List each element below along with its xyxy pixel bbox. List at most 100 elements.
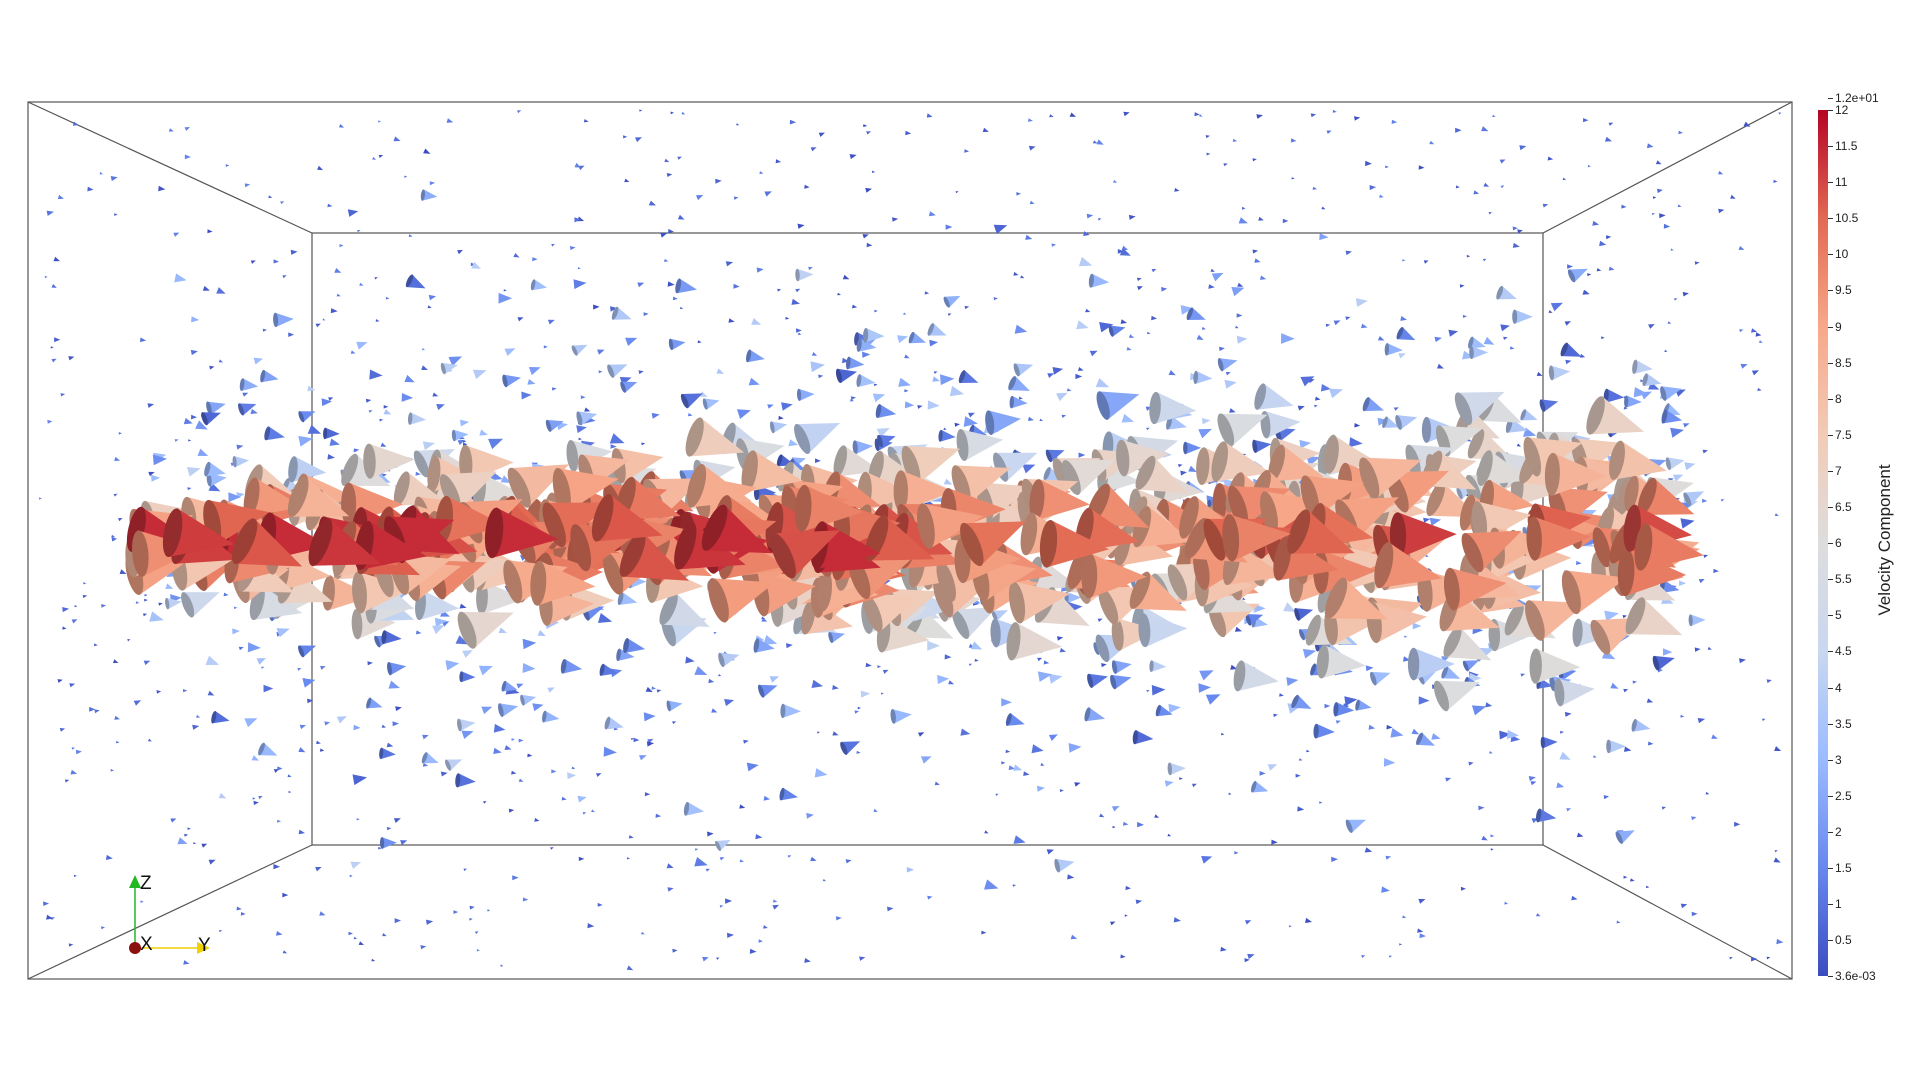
velocity-cone-glyph bbox=[1509, 346, 1515, 350]
velocity-cone-glyph bbox=[1504, 901, 1509, 905]
velocity-cone-glyph bbox=[1120, 319, 1128, 324]
velocity-cone-glyph bbox=[694, 848, 699, 851]
velocity-cone-glyph bbox=[574, 162, 581, 168]
velocity-cone-glyph bbox=[356, 818, 360, 821]
velocity-cone-base bbox=[1345, 819, 1353, 833]
velocity-cone-glyph bbox=[670, 338, 686, 351]
velocity-cone-base bbox=[675, 278, 682, 294]
velocity-cone-glyph bbox=[897, 335, 908, 344]
velocity-cone-glyph bbox=[904, 401, 915, 409]
velocity-cone-glyph bbox=[446, 118, 454, 123]
velocity-cone-glyph bbox=[359, 282, 364, 286]
velocity-cone-glyph bbox=[522, 663, 536, 673]
velocity-cone-glyph bbox=[1512, 242, 1520, 248]
velocity-cone-base bbox=[204, 461, 211, 477]
velocity-cone-glyph bbox=[718, 674, 722, 677]
velocity-cone-base bbox=[363, 443, 376, 479]
velocity-cone-glyph bbox=[1117, 249, 1124, 254]
velocity-cone-glyph bbox=[1256, 114, 1263, 119]
velocity-cone-glyph bbox=[1066, 388, 1072, 392]
velocity-cone-base bbox=[1567, 269, 1576, 283]
velocity-cone-glyph bbox=[751, 318, 762, 325]
velocity-cone-glyph bbox=[471, 261, 482, 269]
velocity-cone-glyph bbox=[1206, 152, 1211, 156]
velocity-cone-glyph bbox=[1055, 858, 1075, 873]
velocity-cone-glyph bbox=[708, 678, 715, 684]
velocity-cone-base bbox=[1606, 739, 1612, 754]
velocity-cone-glyph bbox=[1258, 216, 1264, 221]
velocity-cone-glyph bbox=[1088, 673, 1108, 688]
velocity-cone-glyph bbox=[1282, 218, 1289, 224]
velocity-cone-glyph bbox=[119, 569, 127, 574]
velocity-cone-glyph bbox=[562, 659, 583, 674]
velocity-cone-glyph bbox=[1074, 782, 1081, 787]
velocity-cone-glyph bbox=[849, 154, 857, 160]
velocity-cone-glyph bbox=[462, 650, 473, 658]
velocity-cone-glyph bbox=[865, 187, 872, 193]
velocity-cone-base bbox=[1227, 485, 1249, 528]
velocity-cone-glyph bbox=[99, 171, 104, 175]
velocity-cone-glyph bbox=[1198, 683, 1211, 693]
velocity-cone-base bbox=[542, 502, 566, 548]
legend-value-label: 10.5 bbox=[1835, 211, 1859, 226]
velocity-cone-glyph bbox=[462, 442, 468, 446]
velocity-cone-glyph bbox=[1234, 626, 1242, 632]
velocity-cone-glyph bbox=[666, 173, 673, 177]
velocity-cone-glyph bbox=[1718, 208, 1725, 214]
velocity-cone-glyph bbox=[197, 448, 209, 456]
velocity-cone-base bbox=[1111, 617, 1124, 651]
velocity-cone-glyph bbox=[1550, 365, 1571, 381]
velocity-cone-glyph bbox=[327, 454, 335, 460]
velocity-cone-glyph bbox=[458, 718, 476, 732]
velocity-cone-glyph bbox=[298, 747, 306, 753]
color-legend: 1.2e+01 12 11.5 11 10.5 10 9.5 9 8.5 8 7.5 7 6.5 6 5.5… bbox=[1818, 92, 1918, 986]
velocity-cone-glyph bbox=[381, 837, 397, 849]
legend-value-tick bbox=[1828, 507, 1833, 509]
velocity-cone-glyph bbox=[1556, 782, 1565, 788]
velocity-cone-base bbox=[501, 680, 507, 692]
velocity-cone-glyph bbox=[598, 370, 603, 374]
velocity-cone-glyph bbox=[1659, 213, 1666, 219]
velocity-cone-glyph bbox=[1559, 751, 1571, 760]
velocity-cone-glyph bbox=[1632, 680, 1637, 684]
velocity-cone-glyph bbox=[1169, 762, 1186, 776]
velocity-cone-glyph bbox=[297, 668, 302, 671]
velocity-cone-base bbox=[1407, 647, 1420, 681]
velocity-cone-glyph bbox=[299, 724, 307, 730]
velocity-cone-base bbox=[769, 421, 775, 434]
velocity-cone-glyph bbox=[1344, 696, 1358, 706]
velocity-cone-glyph bbox=[968, 412, 975, 418]
velocity-cone-glyph bbox=[1099, 813, 1105, 818]
velocity-cone-glyph bbox=[940, 429, 956, 442]
velocity-cone-glyph bbox=[250, 260, 256, 264]
velocity-cone-glyph bbox=[1349, 437, 1363, 448]
legend-value-label: 10 bbox=[1835, 247, 1849, 262]
velocity-cone-base bbox=[794, 424, 811, 454]
velocity-cone-base bbox=[1683, 492, 1692, 506]
velocity-cone-glyph bbox=[367, 661, 373, 666]
velocity-cone-glyph bbox=[1110, 921, 1116, 926]
velocity-cone-base bbox=[828, 631, 834, 644]
velocity-cone-glyph bbox=[725, 261, 734, 267]
velocity-cone-glyph bbox=[475, 931, 479, 934]
velocity-cone-glyph bbox=[929, 339, 939, 347]
velocity-cone-base bbox=[1554, 678, 1565, 707]
velocity-cone-base bbox=[1468, 336, 1474, 349]
velocity-cone-glyph bbox=[1085, 707, 1106, 722]
velocity-cone-glyph bbox=[822, 878, 827, 882]
velocity-cone-glyph bbox=[508, 808, 515, 813]
velocity-cone-base bbox=[779, 787, 785, 801]
velocity-cone-glyph bbox=[518, 778, 524, 782]
velocity-cone-glyph bbox=[191, 414, 197, 420]
velocity-cone-glyph bbox=[1049, 114, 1054, 118]
velocity-cone-glyph bbox=[1320, 384, 1331, 392]
velocity-cone-glyph bbox=[1121, 413, 1135, 423]
velocity-cone-glyph bbox=[1608, 122, 1614, 126]
velocity-cone-glyph bbox=[1536, 913, 1541, 917]
velocity-cone-glyph bbox=[949, 385, 965, 397]
velocity-cone-glyph bbox=[1418, 898, 1426, 904]
velocity-cone-base bbox=[1005, 713, 1012, 726]
velocity-cone-glyph bbox=[298, 829, 305, 835]
